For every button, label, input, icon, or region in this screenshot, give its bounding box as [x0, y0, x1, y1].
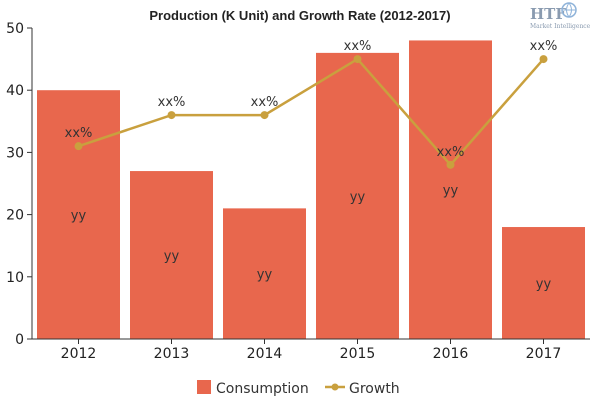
- y-tick-label: 40: [6, 83, 24, 99]
- bar-label-consumption-2016: yy: [443, 184, 459, 199]
- point-growth-2012: [74, 142, 83, 151]
- point-label-growth-2013: xx%: [158, 95, 186, 110]
- watermark-brand: HTF: [530, 5, 566, 23]
- y-tick-label: 50: [6, 21, 24, 37]
- bar-label-consumption-2012: yy: [71, 209, 87, 224]
- x-tick-label: 2017: [526, 346, 562, 362]
- legend-label-growth: Growth: [349, 381, 400, 397]
- htf-watermark-logo: HTF Market Intelligence: [530, 2, 591, 30]
- bar-label-consumption-2014: yy: [257, 268, 273, 283]
- y-tick-label: 20: [6, 208, 24, 224]
- bar-consumption-2016: [409, 40, 492, 339]
- legend: Consumption Growth: [197, 380, 400, 397]
- x-tick-label: 2014: [247, 346, 283, 362]
- legend-marker-growth: [331, 383, 339, 391]
- x-tick-label: 2015: [340, 346, 376, 362]
- bar-consumption-2012: [37, 90, 120, 339]
- bar-consumption-2014: [223, 208, 306, 339]
- bar-consumption-2015: [316, 52, 399, 339]
- y-tick-label: 30: [6, 145, 24, 161]
- plot-area: 0 10 20 30 40 50 yy 2012 yy 2013 yy 2014 yy 2015 yy 201…: [6, 21, 590, 362]
- bar-consumption-2013: [130, 171, 213, 339]
- point-growth-2017: [539, 55, 548, 64]
- point-label-growth-2017: xx%: [530, 39, 558, 54]
- chart-title: Production (K Unit) and Growth Rate (201…: [149, 8, 450, 23]
- bar-label-consumption-2013: yy: [164, 249, 180, 264]
- series-line-growth: [78, 57, 545, 167]
- point-growth-2013: [167, 111, 176, 120]
- globe-meridian: [562, 2, 576, 18]
- point-label-growth-2016: xx%: [437, 145, 465, 160]
- point-growth-2014: [260, 111, 269, 120]
- point-growth-2015: [353, 55, 362, 64]
- bar-consumption-2017: [502, 227, 585, 339]
- point-label-growth-2012: xx%: [65, 126, 93, 141]
- legend-swatch-consumption: [197, 380, 211, 394]
- point-label-growth-2014: xx%: [251, 95, 279, 110]
- bar-label-consumption-2017: yy: [536, 277, 552, 292]
- watermark-tagline: Market Intelligence: [530, 23, 591, 30]
- y-tick-label: 0: [15, 332, 24, 348]
- bar-label-consumption-2015: yy: [350, 190, 366, 205]
- point-label-growth-2015: xx%: [344, 39, 372, 54]
- y-tick-label: 10: [6, 270, 24, 286]
- point-growth-2016: [446, 160, 455, 169]
- legend-label-consumption: Consumption: [216, 381, 309, 397]
- x-tick-label: 2012: [61, 346, 97, 362]
- x-tick-label: 2016: [433, 346, 469, 362]
- x-tick-label: 2013: [154, 346, 190, 362]
